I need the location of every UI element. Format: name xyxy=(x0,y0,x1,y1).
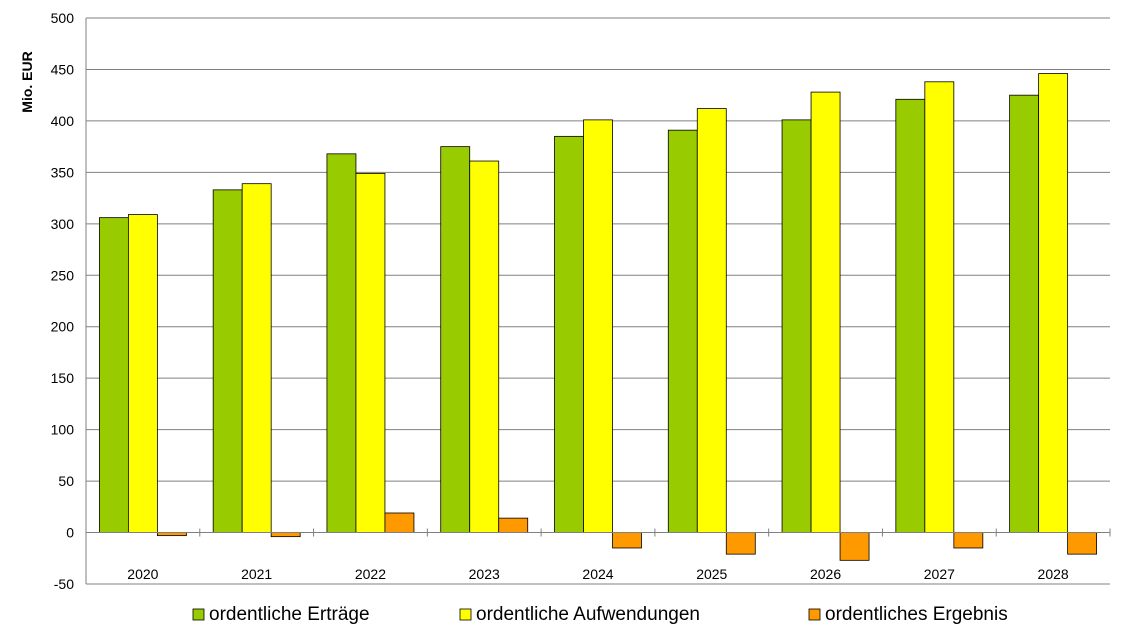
y-tick-label: -50 xyxy=(54,576,74,592)
legend-label: ordentliche Erträge xyxy=(209,604,370,625)
y-tick-label: 350 xyxy=(51,164,75,180)
x-tick-label: 2027 xyxy=(924,566,955,582)
bar xyxy=(1067,532,1098,555)
legend-swatch xyxy=(459,608,472,621)
y-tick-label: 50 xyxy=(58,473,74,489)
bar xyxy=(725,532,756,555)
x-tick-label: 2024 xyxy=(582,566,613,582)
bar xyxy=(498,517,529,533)
y-tick-label: 200 xyxy=(51,319,75,335)
bar xyxy=(384,512,415,533)
y-tick-label: 0 xyxy=(66,525,74,541)
y-tick-label: 400 xyxy=(51,113,75,129)
bar xyxy=(241,183,272,533)
bar xyxy=(469,160,500,533)
bar xyxy=(696,108,727,533)
bar xyxy=(98,217,129,533)
bar xyxy=(270,532,301,538)
bar xyxy=(781,119,812,533)
bar xyxy=(440,146,471,533)
bar xyxy=(810,91,841,533)
bar xyxy=(583,119,613,533)
legend-swatch xyxy=(808,608,821,621)
legend-item: ordentliche Aufwendungen xyxy=(459,604,700,625)
x-tick-label: 2028 xyxy=(1038,566,1069,582)
bar xyxy=(1038,73,1069,533)
y-tick-label: 300 xyxy=(51,216,75,232)
bar xyxy=(212,189,243,533)
bar xyxy=(554,135,584,533)
x-tick-label: 2025 xyxy=(696,566,727,582)
bar xyxy=(612,532,642,549)
x-axis-ticks: 2020 2021 2022 2023 2024 2025 2026 2027 2028 xyxy=(127,566,1069,582)
bar xyxy=(326,153,357,533)
bar xyxy=(953,532,984,549)
legend-label: ordentliches Ergebnis xyxy=(825,604,1008,625)
legend-label: ordentliche Aufwendungen xyxy=(476,604,700,625)
y-tick-label: 450 xyxy=(51,61,75,77)
bar xyxy=(924,81,955,533)
legend: ordentliche Erträge ordentliche Aufwendun… xyxy=(192,604,1008,625)
bar xyxy=(839,532,870,561)
bar xyxy=(127,214,158,533)
bar xyxy=(1009,94,1040,533)
y-axis-label: Mio. EUR xyxy=(19,51,35,112)
x-tick-label: 2026 xyxy=(810,566,841,582)
legend-item: ordentliches Ergebnis xyxy=(808,604,1008,625)
x-tick-label: 2021 xyxy=(241,566,272,582)
x-tick-label: 2020 xyxy=(127,566,158,582)
bar xyxy=(895,98,926,533)
y-axis-ticks: -50 0 50 100 150 200 250 300 350 400 450 500 xyxy=(51,10,75,592)
y-tick-label: 100 xyxy=(51,422,75,438)
y-tick-label: 250 xyxy=(51,267,75,283)
x-tick-label: 2022 xyxy=(355,566,386,582)
bars xyxy=(98,73,1098,561)
x-tick-label: 2023 xyxy=(469,566,500,582)
legend-item: ordentliche Erträge xyxy=(192,604,370,625)
y-tick-label: 500 xyxy=(51,10,75,26)
y-tick-label: 150 xyxy=(51,370,75,386)
legend-swatch xyxy=(192,608,205,621)
axes xyxy=(85,18,1111,584)
bar xyxy=(355,172,386,533)
bar xyxy=(667,129,698,533)
